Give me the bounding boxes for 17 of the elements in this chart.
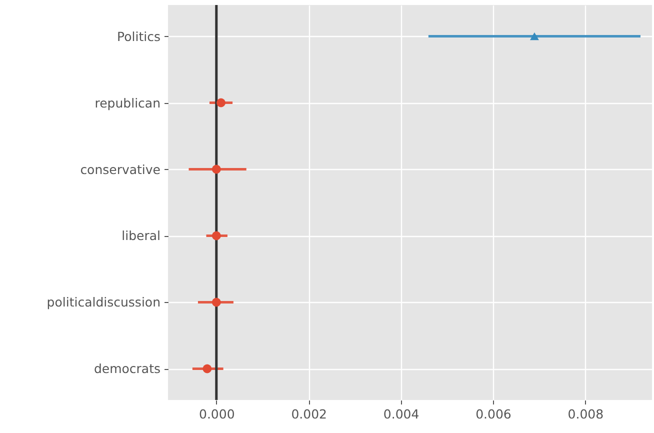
x-tick-label: 0.008 [568, 406, 604, 422]
y-tick-label: politicaldiscussion [46, 294, 160, 310]
point [212, 164, 221, 174]
y-tick-label: Politics [117, 28, 160, 44]
point [212, 231, 221, 240]
y-tick-label: democrats [94, 361, 160, 376]
point [530, 32, 539, 40]
y-tick-label: liberal [122, 228, 160, 244]
point [202, 364, 212, 374]
y-tick-label: conservative [80, 162, 161, 177]
x-tick-label: 0.006 [476, 406, 512, 422]
point [212, 298, 221, 307]
y-tick-label: republican [94, 95, 160, 110]
x-tick-label: 0.004 [383, 406, 420, 422]
x-tick-label: 0.002 [291, 406, 327, 422]
point [216, 98, 226, 108]
x-tick-label: 0.000 [199, 406, 235, 422]
